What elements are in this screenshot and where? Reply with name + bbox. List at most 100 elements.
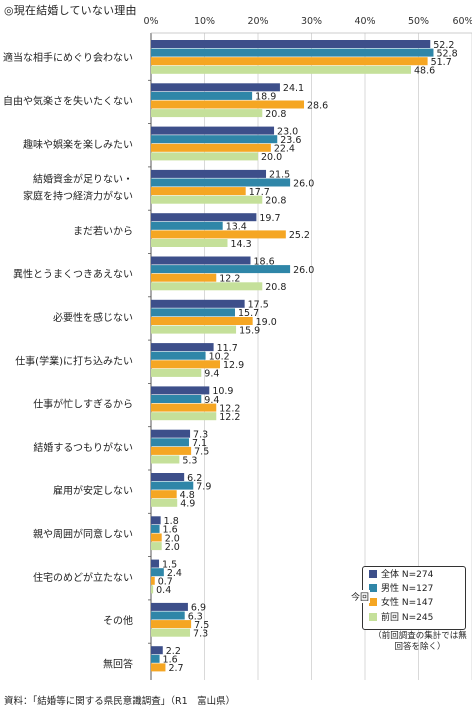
legend-group-label: 今回 <box>350 590 371 603</box>
legend-item-previous: 前回 N=245 <box>369 612 433 625</box>
bar <box>151 299 245 308</box>
data-label: 7.5 <box>194 620 209 631</box>
bar <box>151 230 286 239</box>
bar <box>151 265 291 274</box>
data-label: 21.5 <box>269 170 290 181</box>
data-label: 2.2 <box>166 646 181 657</box>
bar <box>151 516 161 525</box>
bar <box>151 83 280 92</box>
data-label: 52.2 <box>433 40 454 51</box>
category-label: 雇用が安定しない <box>53 484 133 497</box>
data-label: 52.8 <box>436 48 457 59</box>
bar <box>151 654 160 663</box>
bar <box>151 351 206 360</box>
category-label: 異性とうまくつきあえない <box>13 268 133 281</box>
bar <box>151 40 431 48</box>
data-label: 6.9 <box>191 603 206 614</box>
x-tick-label: 0% <box>143 16 158 27</box>
category-label: 自由や気楽さを失いたくない <box>3 95 133 108</box>
data-label: 25.2 <box>289 230 310 241</box>
data-label: 10.2 <box>209 352 230 363</box>
category-label: 結婚するつもりがない <box>33 441 133 454</box>
bar <box>151 663 166 672</box>
category-label: 適当な相手にめぐり会わない <box>3 51 133 64</box>
bar <box>151 152 258 161</box>
bar-chart: 0% 10% 20% 30% 40% 50% 60% 適当な相手にめぐり会わない 52.252.… <box>3 16 472 680</box>
data-label: 12.2 <box>219 403 240 414</box>
category-label: 結婚資金が足りない・ <box>33 173 133 186</box>
category-label: 親や周囲が同意しない <box>33 528 133 541</box>
bar <box>151 429 191 438</box>
bar <box>151 446 192 455</box>
data-label: 12.9 <box>223 360 244 371</box>
bar <box>151 524 160 533</box>
bar <box>151 360 221 369</box>
data-label: 2.0 <box>165 533 180 544</box>
data-label: 7.3 <box>193 430 208 441</box>
bar <box>151 395 202 403</box>
bar <box>151 585 154 594</box>
bar <box>151 490 177 499</box>
bar <box>151 273 217 282</box>
data-label: 18.9 <box>255 92 276 103</box>
data-label: 23.6 <box>280 135 301 146</box>
bar <box>151 282 263 291</box>
data-label: 1.8 <box>164 516 179 527</box>
x-tick-label: 20% <box>247 16 268 27</box>
legend-label-female: 女性 N=147 <box>381 598 434 608</box>
data-label: 12.2 <box>219 412 240 423</box>
data-label: 14.3 <box>231 239 252 250</box>
category-label: その他 <box>103 614 133 627</box>
bar <box>151 187 246 196</box>
bar <box>151 65 412 74</box>
data-label: 18.6 <box>254 256 275 267</box>
bar <box>151 481 194 490</box>
bar <box>151 628 191 637</box>
category-label: 無回答 <box>103 657 133 670</box>
bar <box>151 576 155 585</box>
legend-item-all: 全体 N=274 <box>369 569 433 582</box>
bar <box>151 195 263 204</box>
data-label: 5.3 <box>182 455 197 466</box>
bar <box>151 602 188 611</box>
bar <box>151 386 210 395</box>
legend-label-previous: 前回 N=245 <box>381 613 434 623</box>
data-label: 22.4 <box>274 144 295 155</box>
bar <box>151 48 434 57</box>
bar <box>151 568 164 577</box>
legend-swatch-all <box>369 570 377 578</box>
bar <box>151 368 202 377</box>
data-label: 0.7 <box>158 577 173 588</box>
data-label: 23.0 <box>277 126 298 137</box>
bar <box>151 135 278 144</box>
bar <box>151 221 223 230</box>
bar <box>151 473 185 481</box>
bar <box>151 343 214 352</box>
data-label: 20.0 <box>261 152 282 163</box>
data-label: 10.9 <box>212 386 233 397</box>
chart-title: ◎現在結婚していない理由 <box>4 4 137 17</box>
data-label: 7.1 <box>192 438 207 449</box>
bar <box>151 325 237 334</box>
bar <box>151 438 189 447</box>
category-label: 住宅のめどが立たない <box>33 571 133 584</box>
bar <box>151 611 185 620</box>
bar <box>151 109 263 118</box>
data-label: 48.6 <box>414 66 435 77</box>
data-label: 9.4 <box>204 369 219 380</box>
data-label: 4.9 <box>180 499 195 510</box>
category-label: 仕事(学業)に打ち込みたい <box>15 354 133 367</box>
bar <box>151 256 251 265</box>
data-label: 1.6 <box>163 655 178 666</box>
legend-swatch-female <box>369 598 377 606</box>
legend-label-all: 全体 N=274 <box>381 570 434 580</box>
bar <box>151 498 178 507</box>
legend: 全体 N=274 男性 N=127 女性 N=147 前回 N=245 今回 （… <box>350 566 472 656</box>
bar <box>151 533 162 542</box>
data-label: 7.9 <box>196 481 211 492</box>
data-label: 28.6 <box>307 100 328 111</box>
bar <box>151 542 162 551</box>
data-label: 17.5 <box>248 300 269 311</box>
bar <box>151 455 180 464</box>
category-label: まだ若いから <box>73 224 133 237</box>
